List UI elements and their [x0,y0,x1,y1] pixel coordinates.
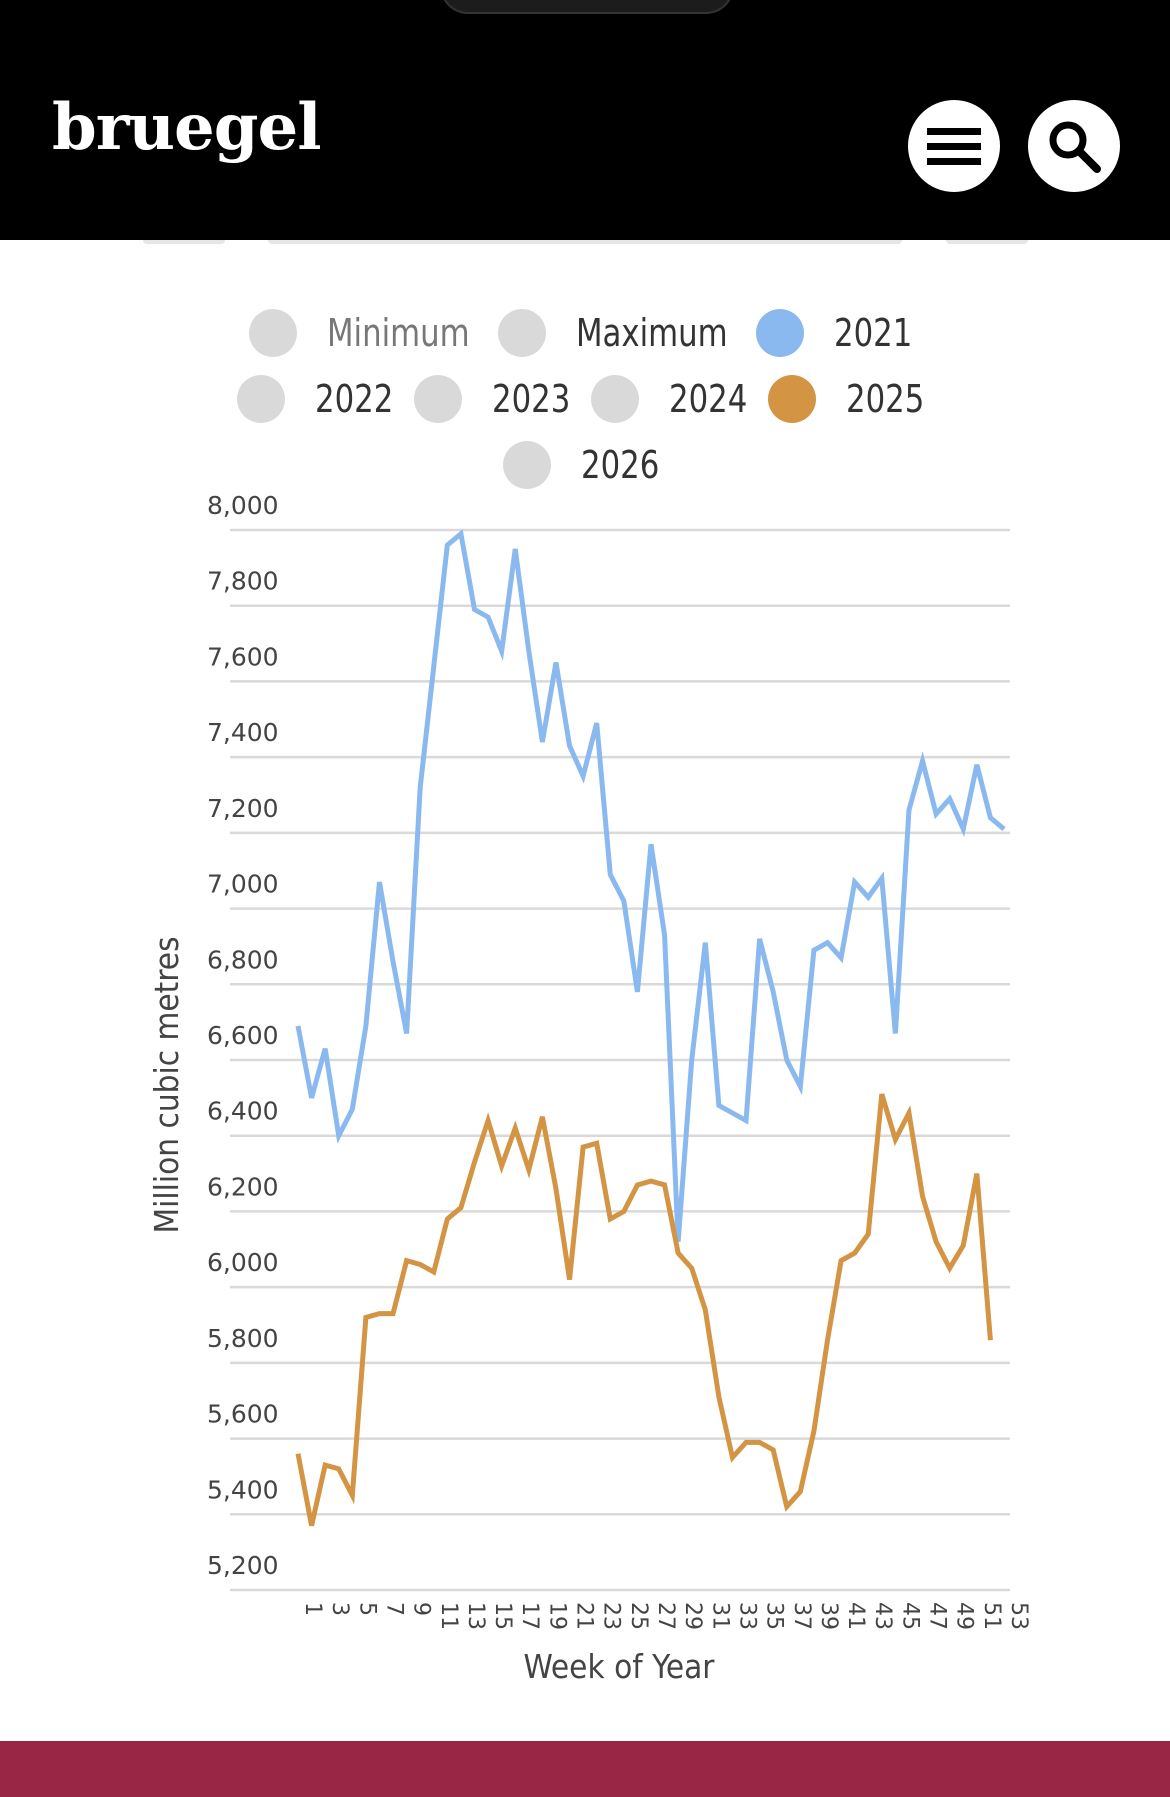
legend-marker-icon [237,375,286,423]
x-tick-label: 35 [762,1602,787,1630]
y-tick-label: 5,400 [207,1475,279,1504]
x-tick-label: 11 [436,1602,461,1630]
tab-ghost [143,240,225,244]
legend-marker-icon [249,309,298,357]
x-tick-label: 27 [653,1602,678,1630]
x-tick-label: 47 [925,1602,950,1630]
x-tick-label: 7 [381,1602,406,1616]
x-tick-label: 25 [626,1602,651,1630]
x-tick-label: 45 [897,1602,922,1630]
legend-label: Minimum [327,311,470,355]
x-tick-label: 31 [707,1602,732,1630]
y-tick-label: 5,200 [207,1551,279,1580]
site-header: bruegel [0,0,1170,240]
x-axis-title: Week of Year [523,1647,715,1686]
x-tick-label: 5 [354,1602,379,1616]
legend-label: 2023 [492,377,571,421]
x-tick-label: 3 [327,1602,352,1616]
legend-row: 2026 [0,432,1170,498]
x-tick-label: 29 [680,1602,705,1630]
legend-item-2023[interactable]: 2023 [414,375,579,423]
x-tick-label: 41 [843,1602,868,1630]
x-tick-label: 17 [517,1602,542,1630]
legend-label: 2026 [580,443,659,487]
search-icon [1049,121,1101,173]
hamburger-menu-icon [927,128,981,165]
legend-marker-icon [497,309,546,357]
x-tick-label: 49 [952,1602,977,1630]
legend-marker-icon [414,375,463,423]
bruegel-logo[interactable]: bruegel [52,90,321,165]
device-notch [440,0,734,14]
legend-label: 2024 [669,377,748,421]
y-tick-label: 7,000 [207,870,279,899]
x-tick-label: 51 [979,1602,1004,1630]
series-line-2025 [295,1093,993,1527]
x-tick-label: 37 [789,1602,814,1630]
x-tick-label: 1 [300,1602,325,1616]
x-tick-label: 33 [734,1602,759,1630]
menu-button[interactable] [908,100,1000,192]
x-tick-label: 23 [599,1602,624,1630]
y-tick-label: 5,800 [207,1324,279,1353]
search-button[interactable] [1028,100,1120,192]
x-tick-label: 39 [816,1602,841,1630]
legend-item-2025[interactable]: 2025 [767,375,933,423]
legend-item-2026[interactable]: 2026 [502,441,668,489]
tab-ghost [946,240,1028,244]
y-tick-label: 8,000 [207,491,279,520]
tab-ghost [268,240,902,244]
legend-item-2022[interactable]: 2022 [237,375,402,423]
hidden-tab-strip [0,240,1170,250]
legend-row: Minimum Maximum 2021 [0,300,1170,366]
y-tick-label: 6,200 [207,1172,279,1201]
chart-legend: Minimum Maximum 2021 2022 2023 2024 2025 2026 [0,300,1170,498]
y-tick-label: 7,400 [207,718,279,747]
x-tick-label: 19 [544,1602,569,1630]
y-tick-label: 5,600 [207,1400,279,1429]
x-tick-label: 13 [463,1602,488,1630]
x-tick-label: 53 [1006,1602,1031,1630]
legend-label: 2021 [833,311,913,355]
y-tick-label: 7,200 [207,794,279,823]
series-line-2021 [295,529,1006,1242]
y-tick-label: 6,000 [207,1248,279,1277]
footer-bar [0,1741,1170,1797]
legend-marker-icon [767,375,816,423]
y-tick-label: 6,400 [207,1097,279,1126]
y-tick-label: 7,800 [207,567,279,596]
legend-item-2024[interactable]: 2024 [591,375,756,423]
y-axis-title: Million cubic metres [147,936,186,1233]
legend-item-minimum[interactable]: Minimum [249,309,485,357]
legend-label: 2025 [845,377,925,421]
legend-label: Maximum [575,311,728,355]
legend-item-2021[interactable]: 2021 [755,309,921,357]
x-tick-label: 21 [572,1602,597,1630]
y-tick-label: 6,800 [207,945,279,974]
legend-label: 2022 [315,377,394,421]
x-tick-label: 43 [870,1602,895,1630]
legend-marker-icon [591,375,639,423]
legend-marker-icon [502,441,551,489]
line-chart: 5,200 5,400 5,600 5,800 6,000 6,200 6,400 6,600… [147,491,1031,1686]
legend-item-maximum[interactable]: Maximum [497,309,744,357]
x-tick-label: 9 [409,1602,434,1616]
legend-row: 2022 2023 2024 2025 [0,366,1170,432]
y-tick-label: 6,600 [207,1021,279,1050]
x-tick-label: 15 [490,1602,515,1630]
legend-marker-icon [755,309,804,357]
y-tick-label: 7,600 [207,642,279,671]
